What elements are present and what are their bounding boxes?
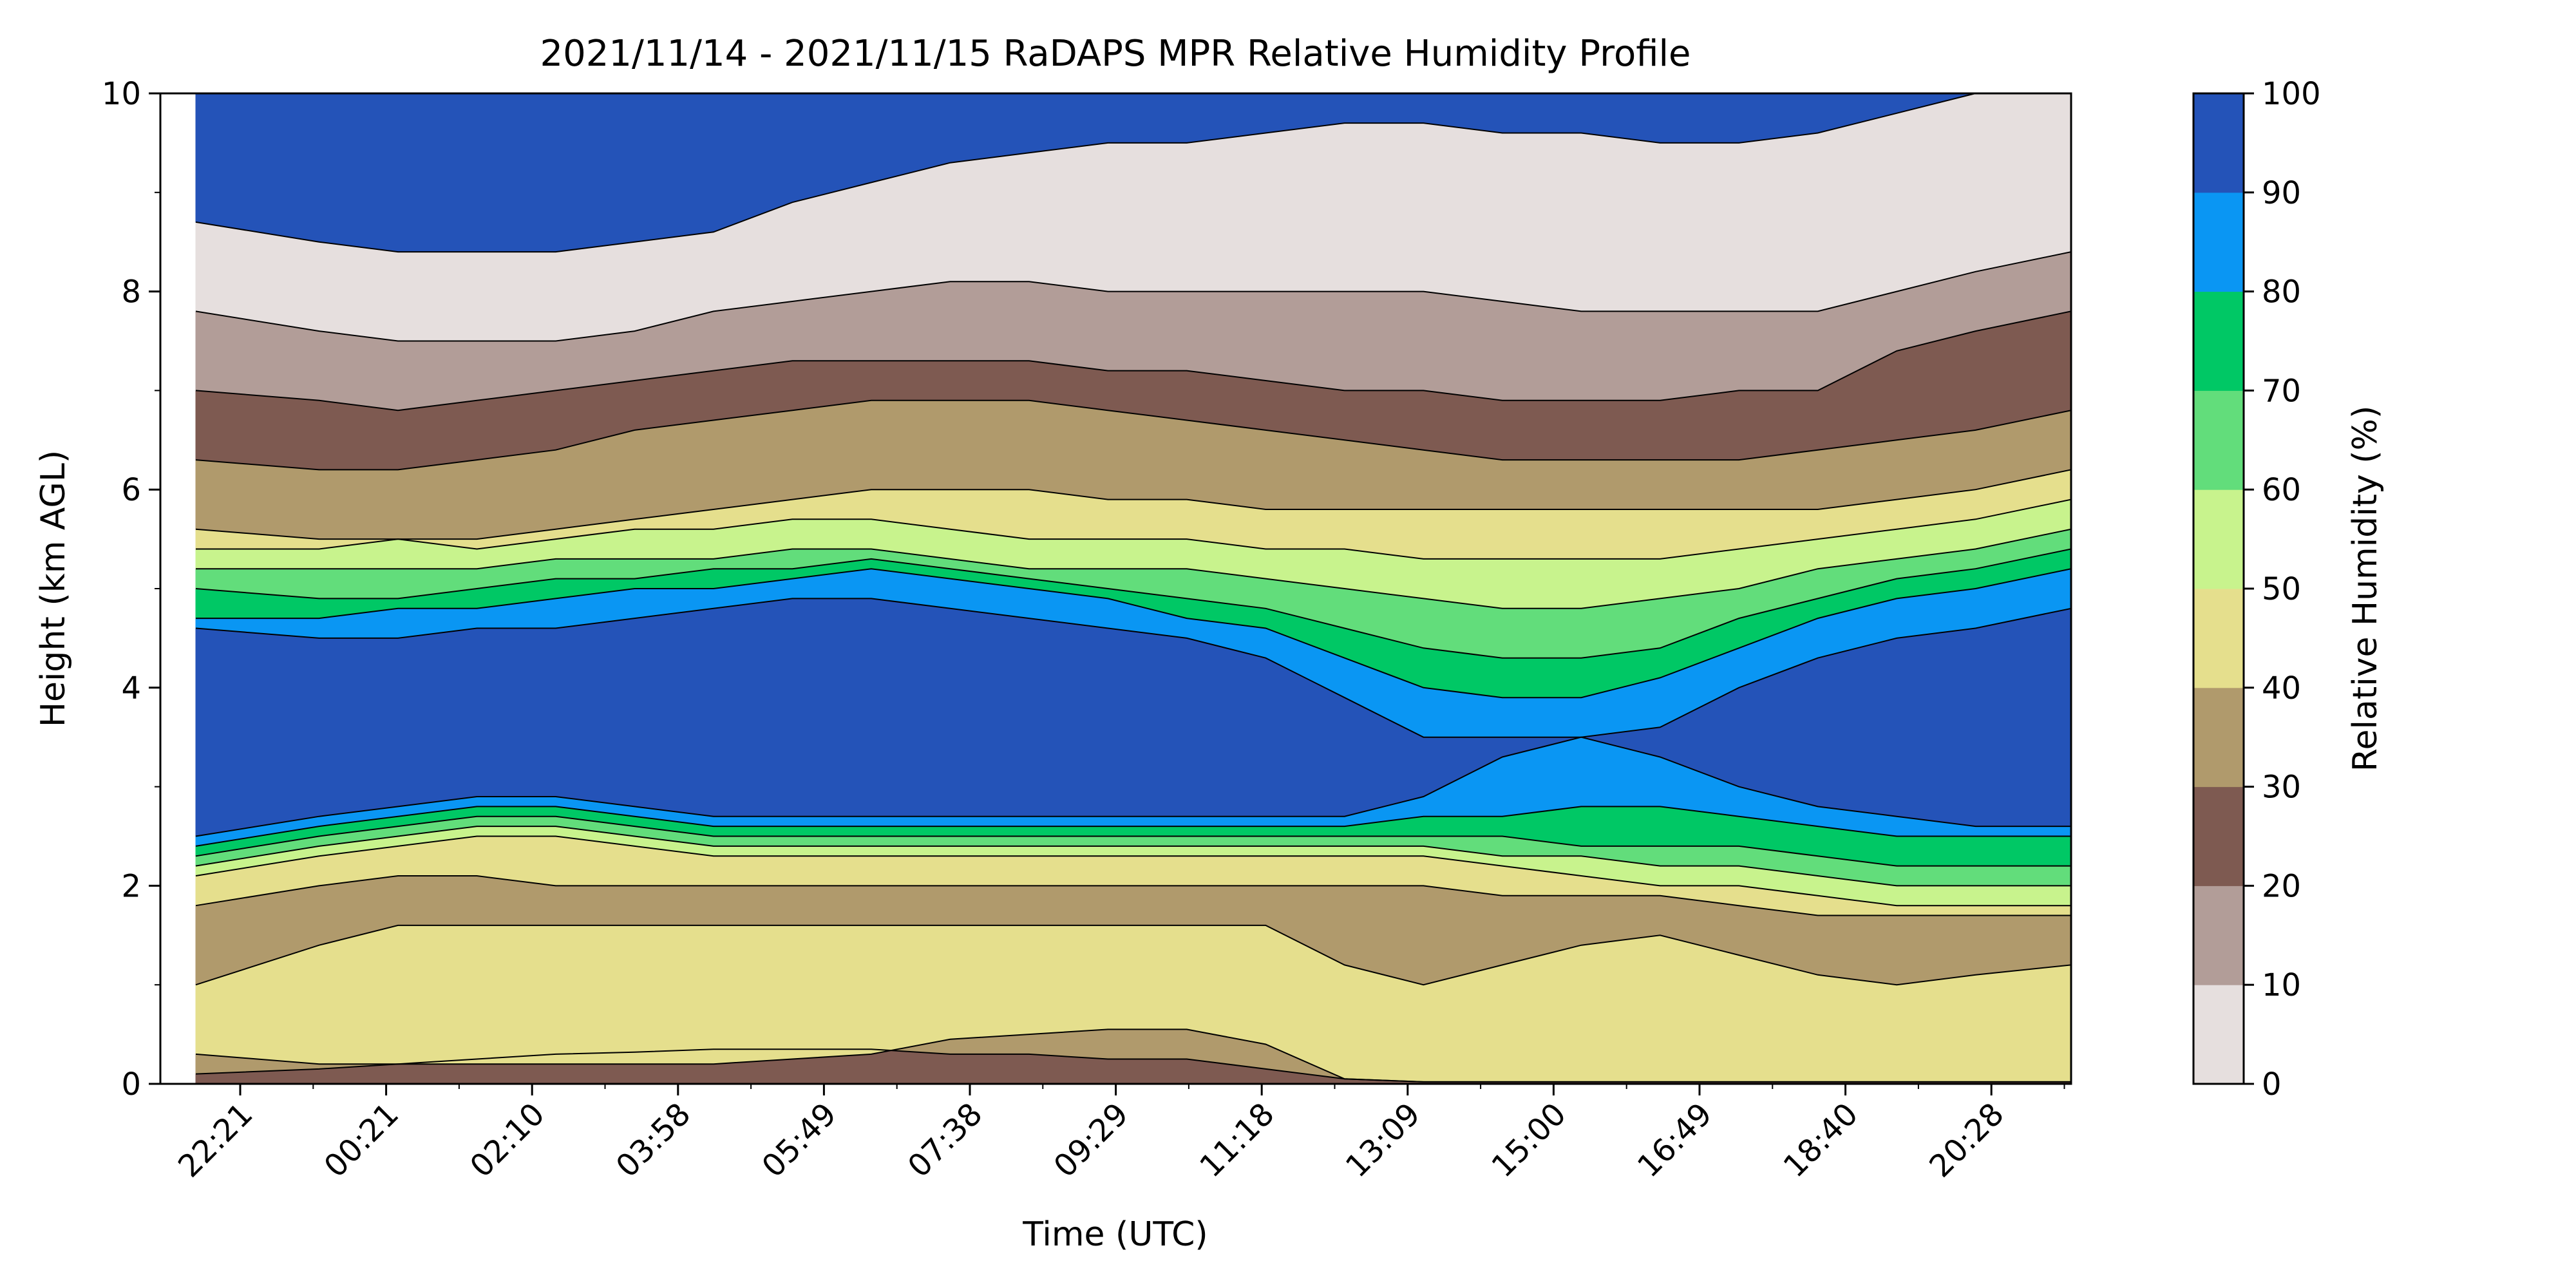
colorbar-tick-label: 20: [2262, 868, 2301, 904]
contour-line: [196, 568, 2071, 699]
colorbar-tick-label: 30: [2262, 770, 2301, 806]
colorbar-tick-label: 50: [2262, 571, 2301, 607]
contour-line: [195, 251, 2071, 342]
contour-line: [195, 806, 2071, 847]
y-tick-label: 6: [121, 472, 141, 508]
y-tick-label: 4: [121, 670, 141, 706]
contour-line: [195, 826, 2071, 887]
colorbar-tick-label: 40: [2262, 670, 2301, 706]
colorbar-tick-label: 0: [2262, 1066, 2282, 1103]
colorbar-tick-label: 10: [2262, 967, 2301, 1003]
plot-area: [160, 93, 2071, 1084]
x-tick-label: 02:10: [463, 1096, 551, 1184]
colorbar-tick-label: 70: [2262, 373, 2301, 409]
contour-line: [195, 924, 2071, 986]
colorbar-tick-label: 100: [2262, 76, 2321, 112]
colorbar-segment: [2193, 390, 2244, 490]
contour-line: [196, 528, 2071, 609]
x-tick-label: 20:28: [1922, 1096, 2011, 1184]
x-axis-label: Time (UTC): [1022, 1215, 1208, 1254]
colorbar-segment: [2193, 687, 2244, 788]
x-tick-label: 05:49: [755, 1096, 843, 1184]
colorbar-tick-label: 60: [2262, 472, 2301, 508]
x-tick-label: 13:09: [1339, 1096, 1427, 1184]
colorbar-segment: [2193, 291, 2244, 391]
colorbar-segment: [2193, 588, 2244, 688]
contour-line: [195, 1028, 2071, 1083]
chart-title: 2021/11/14 - 2021/11/15 RaDAPS MPR Relat…: [540, 33, 1691, 75]
colorbar-segment: [2193, 984, 2244, 1084]
x-tick-label: 09:29: [1047, 1096, 1135, 1184]
colorbar: 0 10 20 30 40 50 60 70 80 90 100: [2192, 76, 2321, 1103]
colorbar-segment: [2193, 786, 2244, 886]
contour-line: [196, 498, 2071, 560]
colorbar-segment: [2193, 885, 2244, 985]
x-tick-label: 16:49: [1631, 1096, 1719, 1184]
y-axis-label: Height (km AGL): [34, 450, 73, 727]
colorbar-tick-label: 90: [2262, 175, 2301, 211]
colorbar-label: Relative Humidity (%): [2346, 406, 2385, 772]
colorbar-segment: [2193, 489, 2244, 589]
x-tick-label: 03:58: [609, 1096, 697, 1184]
x-tick-label: 11:18: [1193, 1096, 1281, 1184]
y-tick-label: 10: [102, 76, 141, 112]
contour-line: [195, 598, 2071, 738]
contour-line: [195, 815, 2071, 867]
colorbar-segment: [2193, 93, 2244, 193]
y-tick-label: 8: [121, 274, 141, 310]
contour-line: [195, 399, 2071, 471]
y-axis: 0 2 4 6 8 10: [102, 76, 160, 1103]
y-tick-label: 2: [121, 868, 141, 904]
x-axis: 22:21 00:21 02:10 03:58 05:49 07:38 09:29 11:18…: [171, 1084, 2065, 1184]
contour-line: [195, 736, 2071, 837]
x-tick-label: 00:21: [317, 1096, 406, 1184]
contour-line: [195, 548, 2071, 659]
colorbar-segment: [2193, 192, 2244, 292]
contour-line: [195, 93, 2071, 253]
contour-lines: [195, 93, 2071, 1083]
contour-line: [195, 469, 2071, 540]
contour-line: [195, 310, 2071, 412]
contour-line: [195, 835, 2071, 907]
x-tick-label: 22:21: [171, 1096, 260, 1184]
x-tick-label: 07:38: [901, 1096, 989, 1184]
contour-line: [195, 875, 2071, 916]
y-tick-label: 0: [121, 1066, 141, 1103]
x-tick-label: 18:40: [1777, 1096, 1865, 1184]
x-tick-label: 15:00: [1484, 1096, 1573, 1184]
colorbar-tick-label: 80: [2262, 274, 2301, 310]
